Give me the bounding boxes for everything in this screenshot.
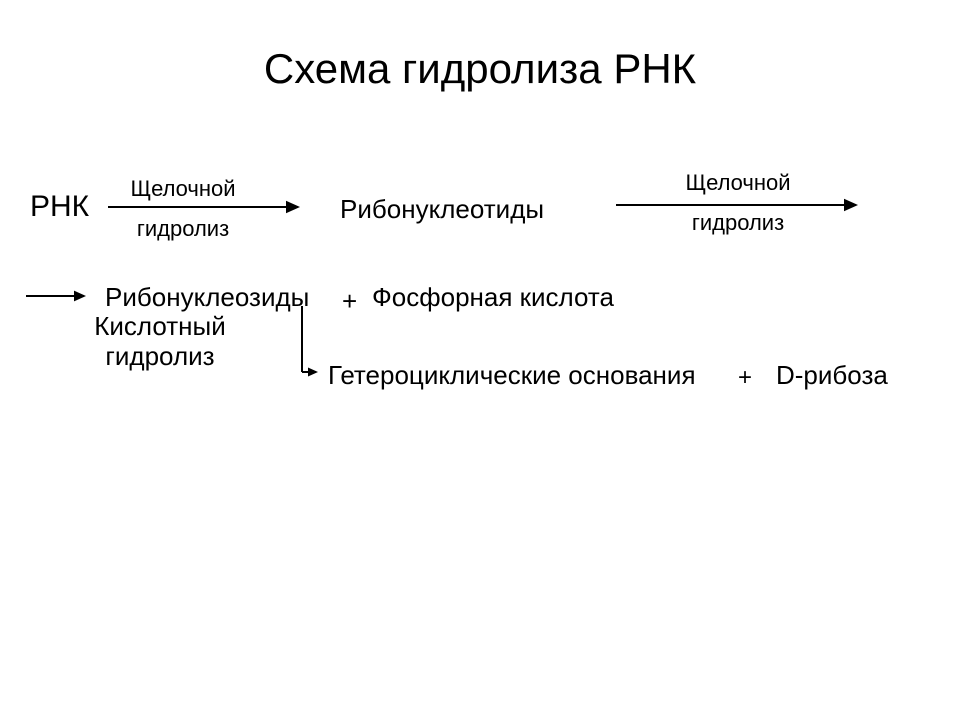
arrow2-label-line1: Щелочной — [685, 170, 790, 195]
node-rnk: РНК — [30, 190, 89, 224]
acid-hydrolysis-line1: Кислотный — [94, 312, 226, 342]
node-d-ribose: D-рибоза — [776, 360, 888, 391]
node-phosphoric-acid: Фосфорная кислота — [372, 282, 614, 313]
arrow2-label-line2: гидролиз — [692, 210, 784, 235]
plus-1: + — [342, 286, 357, 317]
acid-hydrolysis-line2: гидролиз — [105, 342, 214, 372]
arrow1-label-line1: Щелочной — [130, 176, 235, 201]
node-heterocyclic-bases: Гетероциклические основания — [328, 360, 696, 391]
diagram-title: Схема гидролиза РНК — [0, 45, 960, 93]
node-ribonucleotidy: Рибонуклеотиды — [340, 194, 544, 225]
node-ribonucleozidy: Рибонуклеозиды — [105, 282, 309, 313]
plus-2: + — [738, 364, 752, 392]
arrow1-label-line2: гидролиз — [137, 216, 229, 241]
